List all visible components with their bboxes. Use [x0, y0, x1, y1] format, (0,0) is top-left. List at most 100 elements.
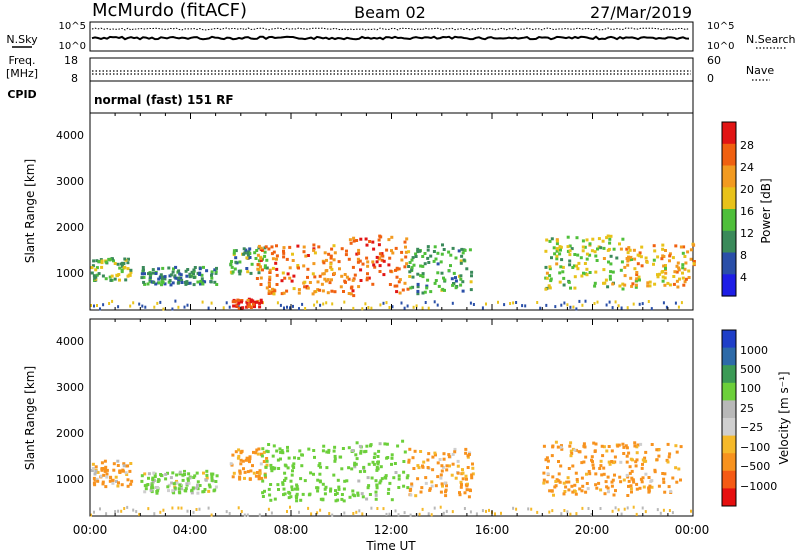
- echo-cell: [264, 475, 267, 479]
- echo-cell: [374, 493, 378, 497]
- echo-cell: [626, 251, 630, 255]
- echo-cell: [326, 278, 330, 282]
- echo-cell: [568, 244, 572, 248]
- echo-cell: [416, 272, 420, 276]
- echo-cell: [675, 450, 679, 454]
- echo-cell: [622, 452, 626, 455]
- freq-label-1: Freq.: [8, 54, 35, 67]
- echo-cell: [100, 461, 104, 465]
- x-tick-2000: 20:00: [575, 523, 610, 537]
- echo-cell: [394, 471, 398, 474]
- echo-cell: [430, 513, 433, 517]
- echo-cell: [451, 283, 455, 287]
- echo-cell: [421, 264, 425, 268]
- echo-cell: [205, 469, 209, 473]
- echo-cell: [371, 260, 375, 264]
- echo-cell: [288, 245, 292, 249]
- echo-cell: [569, 454, 573, 458]
- echo-cell: [647, 490, 651, 494]
- echo-cell: [356, 257, 360, 261]
- echo-cell: [380, 258, 384, 262]
- echo-cell: [235, 303, 239, 307]
- echo-cell: [545, 303, 548, 307]
- echo-cell: [246, 299, 250, 302]
- echo-cell: [258, 469, 262, 473]
- echo-cell: [444, 490, 447, 494]
- velocity-ylabel: Slant Range [km]: [23, 366, 37, 470]
- echo-cell: [576, 253, 580, 257]
- echo-cell: [291, 469, 294, 473]
- noise-left-tick-top: 10^5: [59, 21, 86, 32]
- echo-cell: [259, 246, 263, 250]
- echo-cell: [470, 473, 474, 477]
- echo-cell: [377, 449, 381, 453]
- echo-cell: [647, 300, 650, 303]
- echo-cell: [609, 254, 613, 258]
- echo-cell: [276, 301, 279, 305]
- echo-cell: [356, 491, 360, 495]
- echo-cell: [575, 512, 578, 516]
- echo-cell: [582, 460, 586, 464]
- echo-cell: [340, 247, 344, 251]
- echo-cell: [567, 467, 571, 470]
- station-title: McMurdo (fitACF): [92, 0, 247, 21]
- echo-cell: [436, 251, 440, 255]
- echo-cell: [151, 271, 155, 275]
- echo-cell: [548, 489, 552, 493]
- echo-cell: [254, 257, 258, 260]
- echo-cell: [93, 510, 95, 514]
- echo-cell: [424, 301, 427, 304]
- echo-cell: [633, 257, 637, 261]
- echo-cell: [497, 300, 499, 304]
- echo-cell: [111, 299, 114, 303]
- echo-cell: [597, 481, 601, 485]
- echo-cell: [253, 251, 257, 255]
- echo-cell: [162, 307, 165, 311]
- echo-cell: [347, 446, 351, 450]
- echo-cell: [668, 509, 671, 512]
- echo-cell: [668, 283, 672, 287]
- echo-cell: [539, 306, 542, 310]
- echo-cell: [246, 254, 250, 258]
- echo-cell: [186, 479, 190, 483]
- echo-cell: [259, 283, 263, 286]
- echo-cell: [649, 479, 653, 483]
- echo-cell: [438, 458, 442, 461]
- echo-cell: [645, 260, 649, 264]
- echo-cell: [279, 457, 282, 461]
- power-cbar-tick-8: 8: [740, 249, 747, 262]
- echo-cell: [442, 511, 445, 515]
- echo-cell: [210, 476, 214, 480]
- echo-cell: [551, 475, 555, 479]
- echo-cell: [323, 492, 327, 496]
- echo-cell: [632, 248, 636, 252]
- echo-cell: [387, 263, 391, 267]
- echo-cell: [410, 482, 414, 486]
- echo-cell: [90, 513, 92, 517]
- echo-cell: [297, 288, 301, 292]
- echo-cell: [171, 489, 175, 493]
- echo-cell: [689, 257, 693, 261]
- echo-cell: [444, 488, 448, 492]
- echo-cell: [368, 240, 372, 243]
- echo-cell: [283, 471, 287, 475]
- x-tick-0000: 00:00: [73, 523, 108, 537]
- echo-cell: [552, 493, 555, 497]
- echo-cell: [375, 468, 379, 472]
- echo-cell: [671, 476, 675, 480]
- echo-cell: [640, 466, 644, 470]
- echo-cell: [352, 277, 356, 281]
- velocity-ytick-3000: 3000: [56, 381, 84, 394]
- echo-cell: [614, 506, 617, 510]
- echo-cell: [365, 256, 369, 260]
- echo-cell: [629, 457, 633, 461]
- echo-cell: [558, 252, 562, 256]
- echo-cell: [421, 275, 425, 279]
- echo-cell: [215, 266, 218, 270]
- noise-traces: [91, 27, 690, 41]
- power-ytick-2000: 2000: [56, 221, 84, 234]
- echo-cell: [385, 512, 388, 516]
- echo-cell: [157, 267, 161, 271]
- echo-cell: [583, 245, 587, 249]
- echo-cell: [252, 471, 256, 475]
